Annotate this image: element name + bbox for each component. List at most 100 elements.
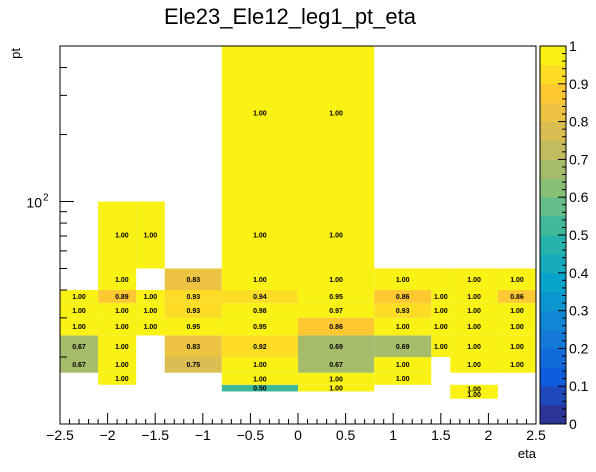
cell-value-label: 1.00	[434, 344, 448, 351]
cell-value-label: 0.93	[186, 294, 200, 301]
cell-value-label: 0.67	[72, 344, 86, 351]
cell-value-label: 0.83	[186, 344, 200, 351]
cell-value-label: 1.00	[72, 294, 86, 301]
cell-value-label: 1.00	[467, 308, 481, 315]
color-bar-band	[540, 46, 566, 66]
x-tick-label: −1	[195, 427, 211, 443]
cell-value-label: 0.93	[396, 308, 410, 315]
cell-value-label: 0.67	[329, 362, 343, 369]
x-tick-label: 1	[389, 427, 397, 443]
heatmap-cell	[450, 391, 498, 399]
heatmap-cell	[298, 384, 375, 392]
z-tick-label: 0.1	[569, 378, 589, 394]
cell-value-label: 0.94	[253, 294, 267, 301]
color-bar-band	[540, 121, 566, 141]
heatmap-cell	[221, 384, 298, 392]
cell-value-label: 1.00	[510, 362, 524, 369]
cell-value-label: 0.75	[186, 362, 200, 369]
cell-value-label: 1.00	[329, 233, 343, 240]
heatmap-cell	[298, 268, 375, 291]
heatmap-cell	[298, 134, 375, 269]
heatmap-cell	[164, 357, 222, 373]
heatmap-cell	[450, 317, 498, 336]
cell-value-label: 1.00	[144, 294, 158, 301]
cell-value-label: 1.00	[329, 386, 343, 393]
color-bar-axis: 0 0.1 0.2 0.3 0.4 0.5 0.6 0.7 0.8 0.9 1	[558, 38, 589, 432]
heatmap-cell	[136, 201, 165, 269]
heatmap-cell	[221, 335, 298, 358]
cell-value-label: 0.50	[253, 386, 267, 393]
cell-value-label: 1.00	[396, 376, 410, 383]
heatmap-cell	[497, 303, 536, 318]
cell-value-label: 1.00	[467, 344, 481, 351]
cell-value-label: 0.93	[186, 308, 200, 315]
color-bar-band	[540, 216, 566, 236]
cell-value-label: 1.00	[329, 111, 343, 118]
cell-value-label: 0.86	[396, 294, 410, 301]
heatmap-cell	[450, 384, 498, 392]
color-bar-band	[540, 348, 566, 368]
color-bar-band	[540, 272, 566, 293]
heatmap-cells	[60, 46, 536, 399]
color-bar-band	[540, 140, 566, 160]
heatmap-cell	[60, 303, 99, 318]
z-tick-label: 0.4	[569, 265, 589, 281]
heatmap-cell	[98, 201, 137, 269]
heatmap-cell	[450, 290, 498, 303]
heatmap-cell	[497, 335, 536, 358]
heatmap-cell	[136, 290, 165, 303]
z-tick-label: 0.9	[569, 76, 589, 92]
heatmap-cell-labels: 1.00 1.00 0.50 1.00 1.00 1.00 1.00 1.00 0.67 1.00…	[72, 111, 524, 399]
color-bar-band	[540, 310, 566, 330]
cell-value-label: 1.00	[467, 324, 481, 331]
heatmap-cell	[497, 290, 536, 303]
cell-value-label: 1.00	[396, 362, 410, 369]
heatmap-cell	[136, 317, 165, 336]
cell-value-label: 0.83	[186, 277, 200, 284]
heatmap-cell	[60, 357, 99, 373]
chart-title: Ele23_Ele12_leg1_pt_eta	[164, 4, 417, 29]
heatmap-cell	[374, 357, 432, 373]
cell-value-label: 1.00	[396, 324, 410, 331]
x-axis-label: eta	[518, 446, 537, 461]
cell-value-label: 1.00	[115, 308, 129, 315]
z-tick-label: 0.2	[569, 340, 589, 356]
heatmap-cell	[60, 335, 99, 358]
heatmap-cell	[431, 317, 451, 336]
cell-value-label: 1.00	[144, 324, 158, 331]
cell-value-label: 1.00	[144, 308, 158, 315]
x-tick-label: 0	[294, 427, 302, 443]
heatmap-cell	[374, 372, 432, 385]
heatmap-cell	[98, 290, 137, 303]
heatmap-cell	[164, 317, 222, 336]
cell-value-label: 0.95	[253, 324, 267, 331]
cell-value-label: 1.00	[115, 362, 129, 369]
heatmap-cell	[60, 290, 99, 303]
color-bar-band	[540, 235, 566, 255]
x-tick-label: 2	[485, 427, 493, 443]
heatmap-cell	[221, 46, 298, 135]
color-bar-band	[540, 102, 566, 122]
heatmap-cell	[221, 303, 298, 318]
heatmap-cell	[374, 268, 451, 291]
cell-value-label: 1.00	[467, 392, 481, 399]
cell-value-label: 1.00	[253, 233, 267, 240]
cell-value-label: 1.00	[510, 277, 524, 284]
color-bar-band	[540, 329, 566, 349]
z-tick-label: 0.8	[569, 114, 589, 130]
cell-value-label: 0.92	[253, 344, 267, 351]
y-axis: 10 2	[26, 45, 74, 425]
cell-value-label: 1.00	[434, 308, 448, 315]
heatmap-cell	[221, 317, 298, 336]
x-axis: −2.5 −2 −1.5 −1 −0.5 0 0.5 1 1.5 2 2.5	[46, 413, 546, 443]
cell-value-label: 1.00	[115, 344, 129, 351]
x-tick-label: 1.5	[431, 427, 451, 443]
heatmap-cell	[164, 290, 222, 303]
cell-value-label: 0.98	[253, 308, 267, 315]
heatmap-cell	[374, 335, 432, 358]
y-axis-label: pt	[8, 48, 23, 59]
heatmap-cell	[450, 268, 498, 291]
cell-value-label: 1.00	[144, 233, 158, 240]
color-bar-band	[540, 159, 566, 179]
